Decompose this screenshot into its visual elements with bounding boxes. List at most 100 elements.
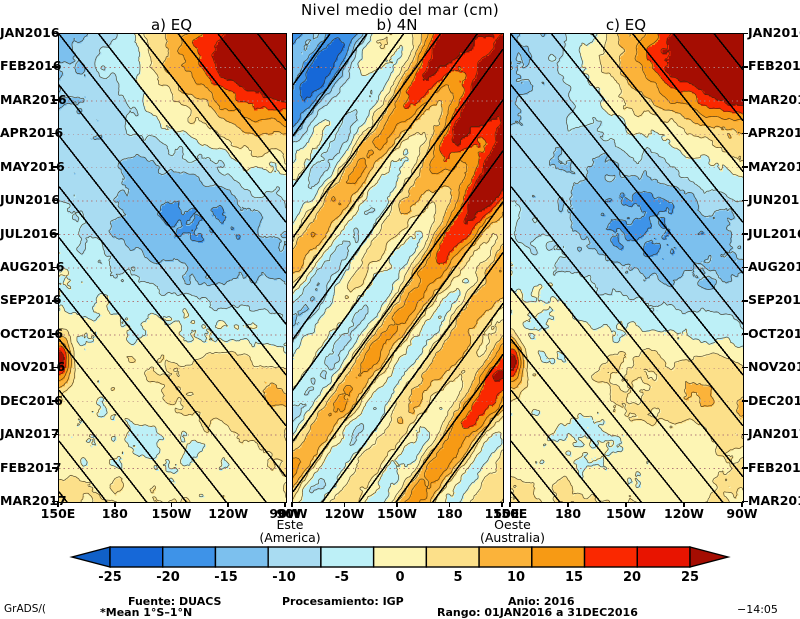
y-tick-mark	[742, 400, 748, 402]
colorbar-tick-label: -20	[142, 570, 194, 585]
y-tick-mark	[52, 367, 58, 369]
y-tick-label-left: JUN2016	[0, 192, 54, 207]
y-tick-mark	[742, 133, 748, 135]
colorbar-swatch	[321, 547, 374, 567]
panel-field	[293, 34, 503, 502]
colorbar-tick-label: -15	[200, 570, 252, 585]
colorbar-swatch	[110, 547, 163, 567]
y-tick-mark	[742, 99, 748, 101]
y-tick-mark	[52, 200, 58, 202]
y-tick-label-left: APR2016	[0, 125, 54, 140]
x-tick-mark	[284, 502, 286, 507]
x-tick-label: 90W	[712, 506, 772, 521]
y-tick-mark	[52, 333, 58, 335]
y-tick-mark	[742, 33, 748, 35]
y-tick-mark	[742, 66, 748, 68]
y-tick-mark	[52, 233, 58, 235]
y-tick-mark	[742, 267, 748, 269]
y-tick-mark	[52, 166, 58, 168]
colorbar-tick-label: -5	[316, 570, 368, 585]
y-tick-mark	[742, 501, 748, 503]
y-tick-mark	[742, 200, 748, 202]
y-tick-label-left: FEB2017	[0, 460, 54, 475]
y-tick-label-right: SEP2016	[748, 292, 800, 307]
panel-title-b: b) 4N	[292, 16, 502, 34]
y-tick-label-left: MAY2016	[0, 159, 54, 174]
y-tick-mark	[52, 267, 58, 269]
y-tick-label-right: DEC2016	[748, 393, 800, 408]
panel-title-a: a) EQ	[58, 16, 285, 34]
y-tick-label-right: MAR2016	[748, 92, 800, 107]
y-tick-label-left: DEC2016	[0, 393, 54, 408]
y-tick-mark	[742, 367, 748, 369]
x-tick-mark	[683, 502, 685, 507]
y-tick-label-left: FEB2016	[0, 58, 54, 73]
y-tick-mark	[52, 99, 58, 101]
x-tick-label: 150W	[142, 506, 202, 521]
panel-title-c: c) EQ	[510, 16, 742, 34]
y-tick-label-left: JAN2017	[0, 426, 54, 441]
y-tick-label-left: OCT2016	[0, 326, 54, 341]
y-tick-label-right: MAY2016	[748, 159, 800, 174]
y-tick-label-right: JUN2016	[748, 192, 800, 207]
y-tick-label-right: AUG2016	[748, 259, 800, 274]
x-axis-sublabel-este: Este (America)	[215, 519, 365, 545]
y-tick-label-right: FEB2016	[748, 58, 800, 73]
footer-time: −14:05	[737, 603, 778, 616]
colorbar-swatch	[426, 547, 479, 567]
x-tick-label: 150W	[367, 506, 427, 521]
y-tick-mark	[742, 467, 748, 469]
colorbar-swatch	[585, 547, 638, 567]
x-tick-mark	[344, 502, 346, 507]
y-tick-label-left: AUG2016	[0, 259, 54, 274]
y-tick-mark	[742, 166, 748, 168]
colorbar-swatch	[374, 547, 427, 567]
y-tick-mark	[742, 233, 748, 235]
colorbar-tick-label: 0	[374, 570, 426, 585]
y-tick-mark	[52, 434, 58, 436]
x-tick-mark	[509, 502, 511, 507]
y-tick-mark	[742, 333, 748, 335]
y-tick-mark	[52, 33, 58, 35]
colorbar-swatch	[532, 547, 585, 567]
x-tick-mark	[625, 502, 627, 507]
footer-rango: Rango: 01JAN2016 a 31DEC2016	[437, 606, 638, 619]
y-tick-label-right: JAN2017	[748, 426, 800, 441]
colorbar-swatch	[637, 547, 690, 567]
plot-panel-b[interactable]	[292, 33, 504, 503]
panel-field	[59, 34, 286, 502]
colorbar-tick-label: 25	[664, 570, 716, 585]
y-tick-mark	[52, 300, 58, 302]
colorbar-swatch	[163, 547, 216, 567]
y-tick-label-right: APR2016	[748, 125, 800, 140]
y-tick-label-left: NOV2016	[0, 359, 54, 374]
y-tick-label-right: JAN2016	[748, 25, 800, 40]
colorbar-swatch	[479, 547, 532, 567]
y-tick-mark	[742, 434, 748, 436]
x-tick-mark	[227, 502, 229, 507]
plot-panel-c[interactable]	[510, 33, 744, 503]
colorbar-tick-label: 10	[490, 570, 542, 585]
plot-panel-a[interactable]	[58, 33, 287, 503]
colorbar-tick-label: 20	[606, 570, 658, 585]
y-tick-mark	[52, 467, 58, 469]
panel-field	[511, 34, 743, 502]
y-tick-mark	[52, 133, 58, 135]
x-tick-mark	[291, 502, 293, 507]
y-tick-label-right: OCT2016	[748, 326, 800, 341]
y-tick-label-right: FEB2017	[748, 460, 800, 475]
y-tick-label-left: MAR2016	[0, 92, 54, 107]
colorbar-extend-low	[72, 547, 110, 567]
x-tick-mark	[449, 502, 451, 507]
x-tick-label: 180	[85, 506, 145, 521]
y-tick-mark	[52, 400, 58, 402]
x-tick-mark	[567, 502, 569, 507]
colorbar-tick-label: 5	[432, 570, 484, 585]
y-tick-label-left: SEP2016	[0, 292, 54, 307]
colorbar-swatch	[215, 547, 268, 567]
x-tick-mark	[501, 502, 503, 507]
colorbar-tick-label: -10	[258, 570, 310, 585]
colorbar-swatch	[268, 547, 321, 567]
x-tick-mark	[396, 502, 398, 507]
x-tick-mark	[114, 502, 116, 507]
